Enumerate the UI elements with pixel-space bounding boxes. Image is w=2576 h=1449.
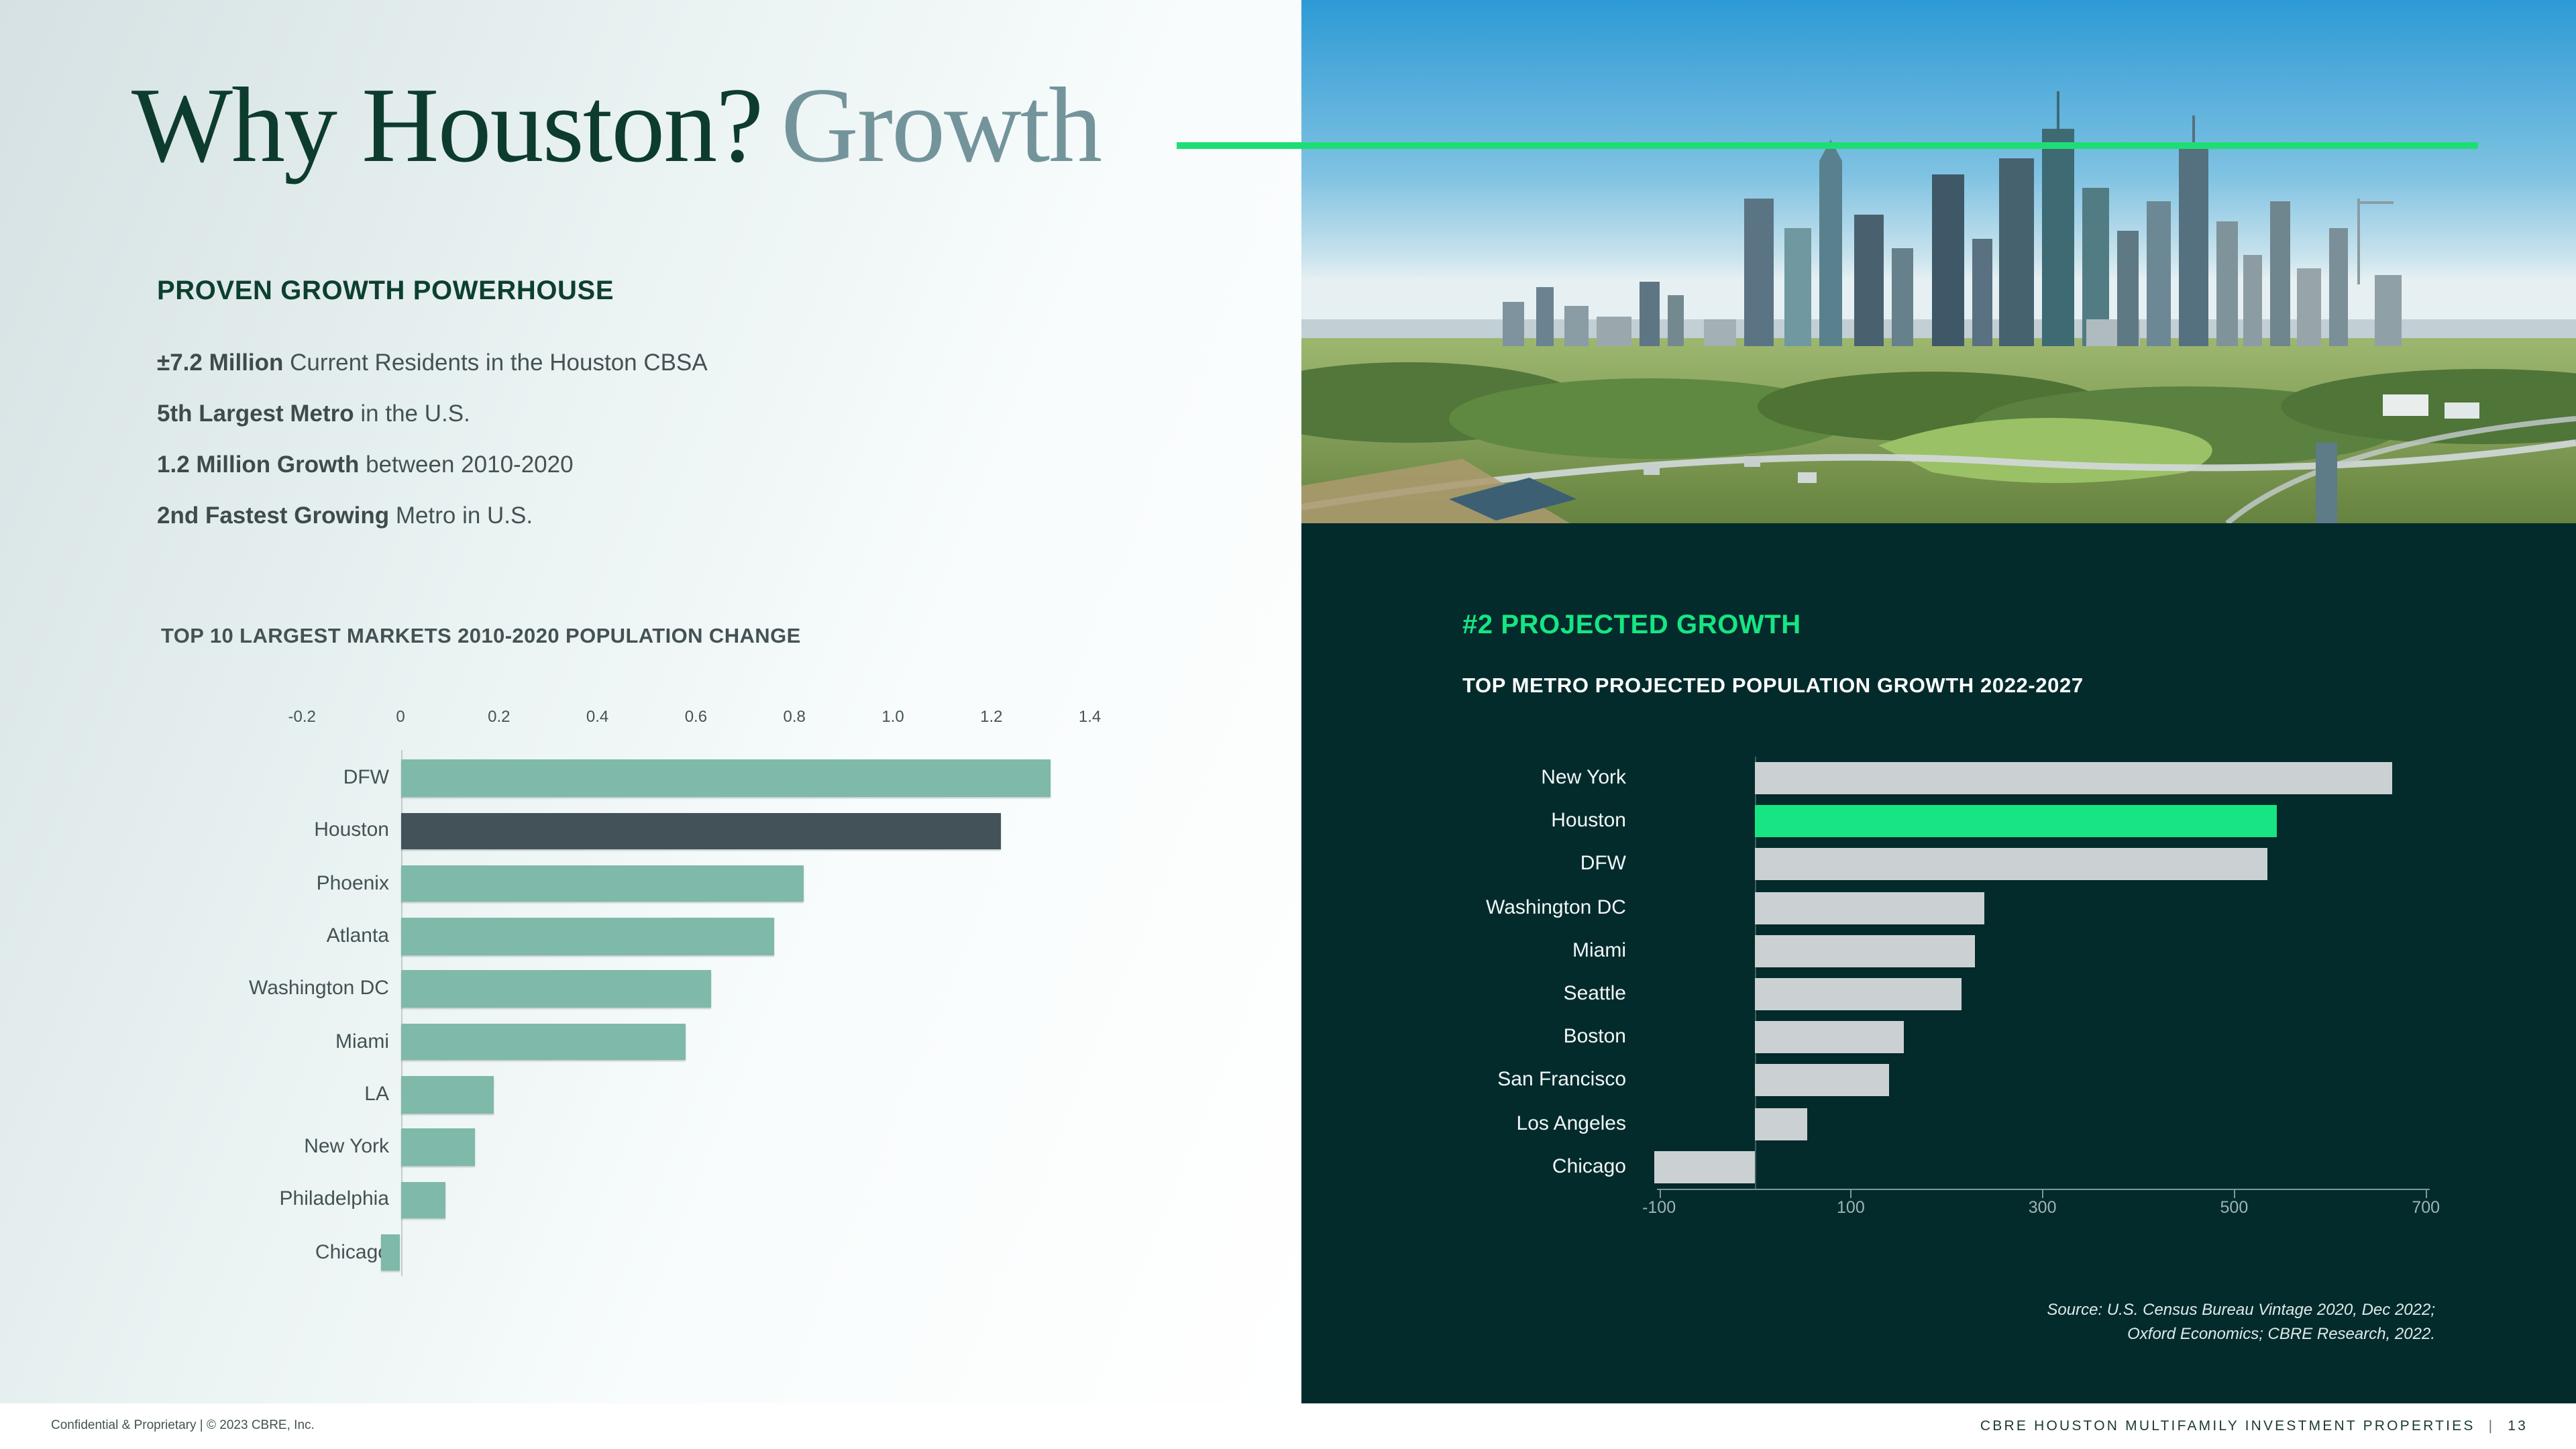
skyline-illustration [1301,0,2576,523]
footer-confidential: Confidential & Proprietary | © 2023 CBRE… [51,1418,315,1433]
bar-new-york [400,1128,475,1166]
bar-washington-dc [1755,892,1985,924]
footer: Confidential & Proprietary | © 2023 CBRE… [0,1403,2576,1449]
page-title-main: Why Houston? [131,67,763,185]
left-chart-title: TOP 10 LARGEST MARKETS 2010-2020 POPULAT… [161,625,801,648]
category-label: Seattle [1563,982,1626,1005]
axis-tick-mark [1659,1189,1661,1198]
zero-axis-line [1755,757,1756,1189]
axis-tick-label: 1.4 [1078,707,1102,726]
skyline-buildings [1503,91,2402,346]
fact-fastest-growing: 2nd Fastest Growing Metro in U.S. [157,502,533,529]
category-label: LA [364,1082,389,1106]
bar-miami [1755,934,1976,967]
bar-miami [400,1023,686,1061]
category-label: DFW [1580,852,1626,875]
category-label: Washington DC [1486,896,1626,919]
source-note: Source: U.S. Census Bureau Vintage 2020,… [2047,1300,2435,1342]
category-label: Miami [335,1030,389,1053]
bar-phoenix [400,865,804,902]
axis-tick-mark [2234,1189,2236,1198]
axis-tick-label: 1.2 [980,707,1003,726]
title-accent-line [1177,142,2478,149]
bar-la [400,1076,494,1114]
page-title: Why Houston? Growth [131,64,1102,188]
houston-skyline-photo [1301,0,2576,523]
bar-dfw [400,759,1051,797]
axis-tick-label: 0.2 [488,707,511,726]
bar-chicago [380,1234,400,1271]
bar-houston [400,812,1002,850]
fact-growth: 1.2 Million Growth between 2010-2020 [157,451,574,478]
category-label: San Francisco [1497,1068,1626,1091]
category-label: Chicago [1552,1155,1626,1178]
axis-tick-label: 100 [1837,1198,1865,1217]
category-label: Boston [1563,1025,1626,1049]
axis-tick-mark [2426,1189,2428,1198]
bar-boston [1755,1021,1904,1054]
axis-tick-label: 1.0 [881,707,904,726]
footer-brand: CBRE HOUSTON MULTIFAMILY INVESTMENT PROP… [1980,1418,2528,1434]
category-label: DFW [343,766,389,789]
bar-seattle [1755,978,1962,1010]
category-label: Houston [314,818,389,842]
category-label: Houston [1551,809,1626,833]
bar-washington-dc [400,970,711,1008]
axis-tick-label: 0.6 [684,707,708,726]
category-label: Miami [1572,938,1626,962]
axis-tick-label: -0.2 [288,707,316,726]
bar-new-york [1755,762,2393,794]
bar-los-angeles [1755,1108,1808,1140]
category-label: New York [304,1135,389,1159]
category-label: Los Angeles [1516,1112,1626,1135]
axis-tick-label: 0.4 [586,707,609,726]
bar-chicago [1654,1150,1755,1183]
bar-dfw [1755,848,2268,881]
left-panel [0,0,1301,1449]
axis-tick-label: 700 [2412,1198,2440,1217]
category-label: Washington DC [249,977,389,1000]
bar-san-francisco [1755,1064,1890,1097]
growth-facts-list: ±7.2 Million Current Residents in the Ho… [157,337,708,541]
fact-largest-metro: 5th Largest Metro in the U.S. [157,400,470,427]
footer-separator: | [2488,1418,2495,1434]
right-chart-title: TOP METRO PROJECTED POPULATION GROWTH 20… [1462,675,2084,698]
axis-tick-label: 500 [2220,1198,2249,1217]
page-number: 13 [2508,1418,2528,1434]
axis-tick-mark [1850,1189,1852,1198]
axis-tick-label: 300 [2028,1198,2057,1217]
category-label: Chicago [315,1240,389,1264]
category-label: Phoenix [316,871,389,895]
bar-atlanta [400,918,775,955]
zero-axis-line [400,750,402,1276]
axis-tick-mark [2042,1189,2044,1198]
fact-residents: ±7.2 Million Current Residents in the Ho… [157,349,708,376]
axis-tick-label: 0 [396,707,405,726]
category-label: Atlanta [326,924,389,947]
proven-growth-heading: PROVEN GROWTH POWERHOUSE [157,276,614,306]
category-label: New York [1541,766,1626,789]
axis-tick-label: 0.8 [783,707,806,726]
x-axis-line [1656,1189,2430,1190]
page-title-accent: Growth [781,67,1102,185]
skyline-foreground [1301,362,2576,523]
bar-philadelphia [400,1181,445,1219]
axis-tick-label: -100 [1642,1198,1676,1217]
projected-growth-heading: #2 PROJECTED GROWTH [1462,610,1801,640]
category-label: Philadelphia [279,1187,389,1211]
bar-houston [1755,805,2277,838]
